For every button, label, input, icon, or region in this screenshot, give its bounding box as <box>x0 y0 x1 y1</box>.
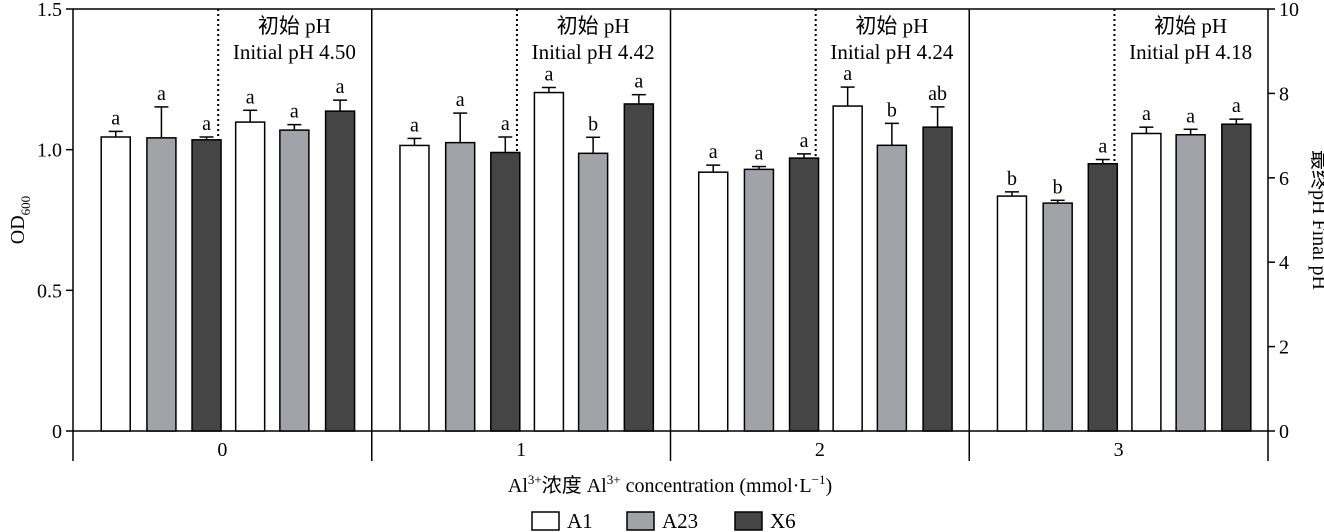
category-label: 1 <box>516 439 526 461</box>
significance-letter: a <box>1232 95 1241 117</box>
final-ph-bar <box>1131 132 1162 432</box>
left-tick-label: 1.5 <box>37 0 62 21</box>
left-axis-title: OD600 <box>7 196 33 244</box>
right-tick-label: 0 <box>1279 421 1289 443</box>
category-label: 0 <box>217 439 227 461</box>
significance-letter: a <box>336 76 345 98</box>
right-tick-label: 8 <box>1279 83 1289 105</box>
significance-letter: a <box>202 113 211 135</box>
significance-letter: a <box>111 107 120 129</box>
final-ph-bar <box>1175 134 1206 432</box>
left-tick-label: 1.0 <box>37 140 62 162</box>
final-ph-bar <box>832 105 863 432</box>
legend-label: A1 <box>567 509 593 532</box>
significance-letter: a <box>290 101 299 123</box>
significance-letter: a <box>501 113 510 135</box>
significance-letter: a <box>1186 105 1195 127</box>
od600-bar <box>1087 162 1119 432</box>
od600-bar <box>788 157 820 432</box>
initial-ph-label-en: Initial pH 4.24 <box>830 40 954 64</box>
significance-letter: b <box>1053 176 1063 198</box>
significance-letter: a <box>709 141 718 163</box>
initial-ph-label-cn: 初始 pH <box>557 14 630 38</box>
significance-letter: a <box>754 143 763 165</box>
final-ph-bar <box>234 121 266 432</box>
x-axis-title: Al3+浓度 Al3+ concentration (mmol·L−1) <box>508 472 832 497</box>
significance-letter: a <box>1142 103 1151 125</box>
left-tick-label: 0 <box>52 421 62 443</box>
legend-swatch <box>734 511 763 531</box>
final-ph-bar <box>324 110 356 432</box>
initial-ph-label-cn: 初始 pH <box>258 14 331 38</box>
right-tick-label: 4 <box>1279 252 1289 274</box>
od600-bar <box>996 195 1028 432</box>
legend-label: X6 <box>770 509 796 532</box>
legend-label: A23 <box>662 509 698 532</box>
od600-bar <box>490 151 521 432</box>
right-axis: 0 2 4 6 8 10 <box>1268 0 1299 443</box>
od600-bar <box>100 136 131 432</box>
category-label: 2 <box>815 439 825 461</box>
final-ph-bar <box>922 126 953 432</box>
legend-swatch <box>531 511 560 531</box>
initial-ph-label-en: Initial pH 4.42 <box>532 40 655 64</box>
legend: A1 A23 X6 <box>531 509 796 532</box>
left-axis: 0 0.5 1.0 1.5 <box>37 0 73 443</box>
significance-letter: b <box>1007 168 1017 190</box>
category-label: 3 <box>1114 439 1124 461</box>
significance-letter: a <box>544 63 553 85</box>
significance-letter: ab <box>928 83 947 105</box>
od600-bar <box>743 168 775 432</box>
significance-letter: a <box>456 89 465 111</box>
final-ph-bar <box>876 144 908 432</box>
significance-letter: a <box>157 83 166 105</box>
significance-letter: b <box>588 113 598 135</box>
right-axis-title: 最终pH Final pH <box>1308 150 1324 290</box>
significance-letter: b <box>887 99 897 121</box>
x-axis: 0 1 2 3 <box>217 439 1123 461</box>
significance-letter: a <box>1098 136 1107 158</box>
od600-bar <box>697 171 729 432</box>
final-ph-bar <box>533 91 565 432</box>
right-tick-label: 6 <box>1279 168 1289 190</box>
right-tick-label: 2 <box>1279 337 1289 359</box>
od600-bar <box>444 141 476 432</box>
left-tick-label: 0.5 <box>37 280 62 302</box>
od600-bar <box>146 137 177 432</box>
initial-ph-label-cn: 初始 pH <box>1154 14 1227 38</box>
significance-letter: a <box>410 114 419 136</box>
right-tick-label: 10 <box>1279 0 1299 21</box>
od600-bar <box>191 139 222 432</box>
legend-swatch <box>626 511 655 531</box>
significance-letter: a <box>843 63 852 85</box>
final-ph-bar <box>623 103 655 432</box>
initial-ph-label-en: Initial pH 4.18 <box>1129 40 1252 64</box>
initial-ph-label-cn: 初始 pH <box>855 14 928 38</box>
initial-ph-label-en: Initial pH 4.50 <box>233 40 356 64</box>
significance-letter: a <box>800 130 809 152</box>
final-ph-bar <box>1221 123 1252 432</box>
significance-letter: a <box>246 86 255 108</box>
od600-bar <box>399 144 430 432</box>
final-ph-bar <box>279 129 310 432</box>
final-ph-bar <box>577 152 609 432</box>
significance-letter: a <box>634 71 643 93</box>
od600-bar <box>1042 202 1073 432</box>
